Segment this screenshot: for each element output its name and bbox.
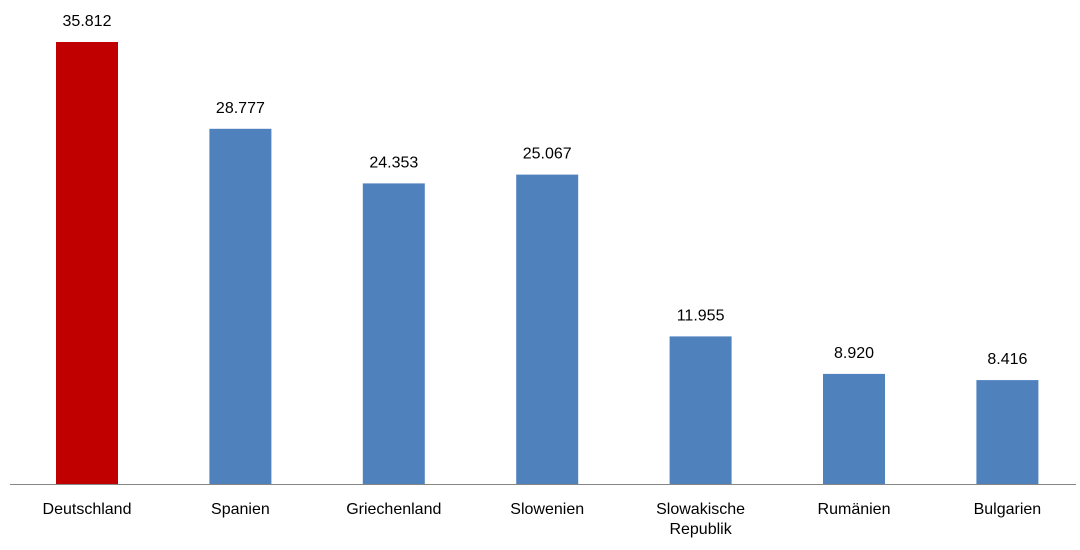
x-tick-label-line: Griechenland (346, 501, 441, 518)
value-label-1: 28.777 (216, 100, 265, 117)
value-label-2: 24.353 (369, 154, 418, 171)
x-tick-label-5: Rumänien (818, 501, 891, 518)
bar-2 (362, 183, 425, 484)
bar-3 (516, 174, 579, 484)
value-labels-layer: 35.812 28.777 24.353 25.067 11.955 8.920 8.416 (63, 13, 1028, 368)
x-tick-labels-layer: Deutschland Spanien Griechenland Slowenien S… (43, 501, 1042, 538)
bar-1 (209, 128, 272, 485)
x-tick-label-1: Spanien (211, 501, 270, 518)
x-tick-label-line: Spanien (211, 501, 270, 518)
x-tick-label-line: Slowakische (656, 501, 745, 518)
x-tick-label-line: Bulgarien (974, 501, 1042, 518)
bar-6 (976, 380, 1039, 484)
value-label-4: 11.955 (677, 307, 725, 324)
x-tick-label-0: Deutschland (43, 501, 132, 518)
value-label-5: 8.920 (834, 345, 874, 362)
bar-5 (823, 373, 885, 484)
x-tick-label-3: Slowenien (510, 501, 584, 518)
x-tick-label-line: Rumänien (818, 501, 891, 518)
value-label-3: 25.067 (523, 146, 572, 163)
value-label-0: 35.812 (63, 13, 112, 30)
bars-layer (56, 42, 1039, 485)
x-tick-label-line: Deutschland (43, 501, 132, 518)
bar-0 (56, 42, 118, 484)
x-tick-label-line: Republik (669, 521, 732, 538)
x-tick-label-2: Griechenland (346, 501, 441, 518)
x-tick-label-6: Bulgarien (974, 501, 1042, 518)
value-label-6: 8.416 (987, 351, 1027, 368)
x-tick-label-4: Slowakische Republik (656, 501, 745, 538)
x-tick-label-line: Slowenien (510, 501, 584, 518)
bar-4 (669, 336, 732, 484)
